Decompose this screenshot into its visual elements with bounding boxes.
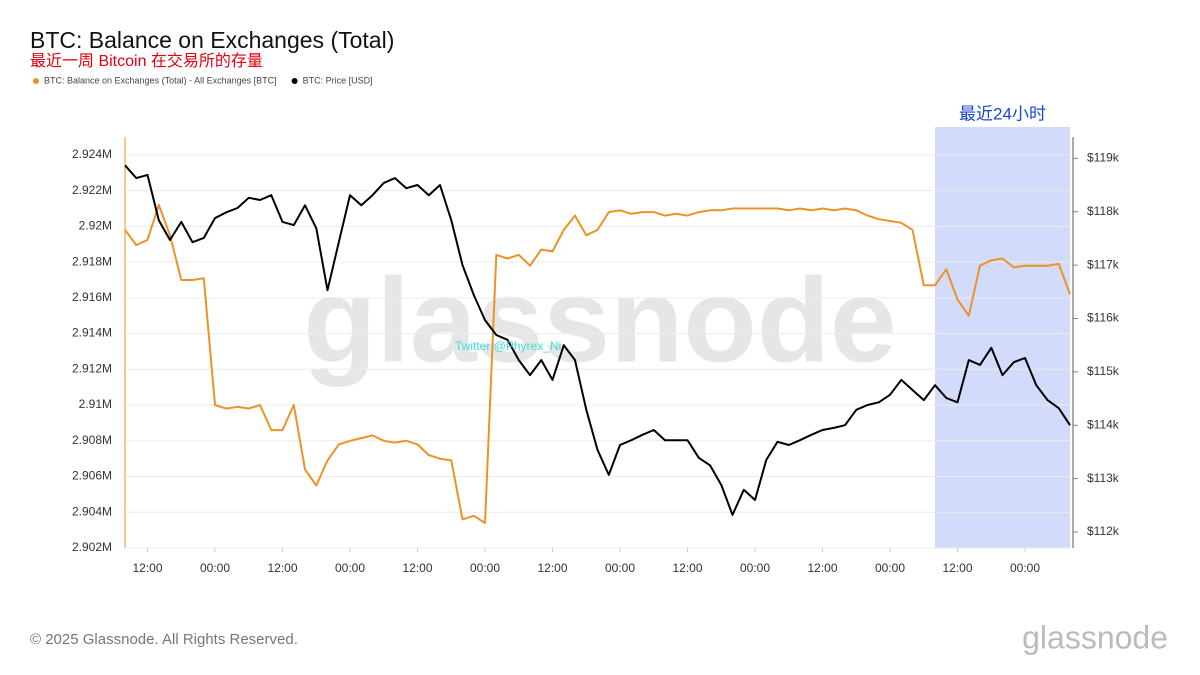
x-tick-label: 12:00: [942, 561, 972, 575]
x-tick-label: 12:00: [807, 561, 837, 575]
x-tick-label: 00:00: [605, 561, 635, 575]
y2-tick-label: $117k: [1087, 257, 1120, 271]
y2-tick-label: $113k: [1087, 471, 1120, 485]
y2-tick-label: $118k: [1087, 204, 1120, 218]
x-tick-label: 00:00: [335, 561, 365, 575]
watermark: glassnode: [303, 254, 897, 388]
y-tick-label: 2.918M: [72, 254, 112, 268]
y2-tick-label: $115k: [1087, 364, 1120, 378]
series-line: [124, 164, 1071, 516]
legend-label: BTC: Price [USD]: [303, 75, 373, 85]
legend-marker: [291, 78, 298, 84]
highlight-label: 最近24小时: [959, 104, 1046, 123]
y2-tick-label: $114k: [1087, 417, 1120, 431]
x-tick-label: 12:00: [132, 561, 162, 575]
x-tick-label: 12:00: [402, 561, 432, 575]
legend-label: BTC: Balance on Exchanges (Total) - All …: [44, 75, 277, 85]
y-tick-label: 2.922M: [72, 183, 112, 197]
highlight-band: [935, 127, 1070, 548]
annotation: Twitter @Phyrex_Ni: [455, 339, 561, 353]
x-tick-label: 12:00: [672, 561, 702, 575]
y-tick-label: 2.902M: [72, 540, 112, 554]
y-tick-label: 2.914M: [72, 326, 112, 340]
y2-tick-label: $119k: [1087, 151, 1120, 165]
y-tick-label: 2.916M: [72, 290, 112, 304]
y-tick-label: 2.908M: [72, 433, 112, 447]
y-tick-label: 2.906M: [72, 469, 112, 483]
logo: glassnode: [1022, 619, 1168, 655]
legend-marker: [33, 78, 39, 84]
y-tick-label: 2.92M: [79, 219, 112, 233]
chart-subtitle: 最近一周 Bitcoin 在交易所的存量: [30, 52, 263, 70]
x-tick-label: 12:00: [537, 561, 567, 575]
x-tick-label: 00:00: [740, 561, 770, 575]
y-tick-label: 2.924M: [72, 147, 112, 161]
y-tick-label: 2.904M: [72, 504, 112, 518]
chart-title: BTC: Balance on Exchanges (Total): [30, 27, 394, 53]
y-tick-label: 2.91M: [79, 397, 112, 411]
x-tick-label: 00:00: [875, 561, 905, 575]
x-tick-label: 00:00: [470, 561, 500, 575]
y-tick-label: 2.912M: [72, 361, 112, 375]
footer: © 2025 Glassnode. All Rights Reserved.: [30, 631, 298, 648]
x-tick-label: 00:00: [1010, 561, 1040, 575]
y2-tick-label: $112k: [1087, 524, 1120, 538]
series-line: [124, 203, 1071, 524]
y2-tick-label: $116k: [1087, 311, 1120, 325]
x-tick-label: 00:00: [200, 561, 230, 575]
x-tick-label: 12:00: [267, 561, 297, 575]
